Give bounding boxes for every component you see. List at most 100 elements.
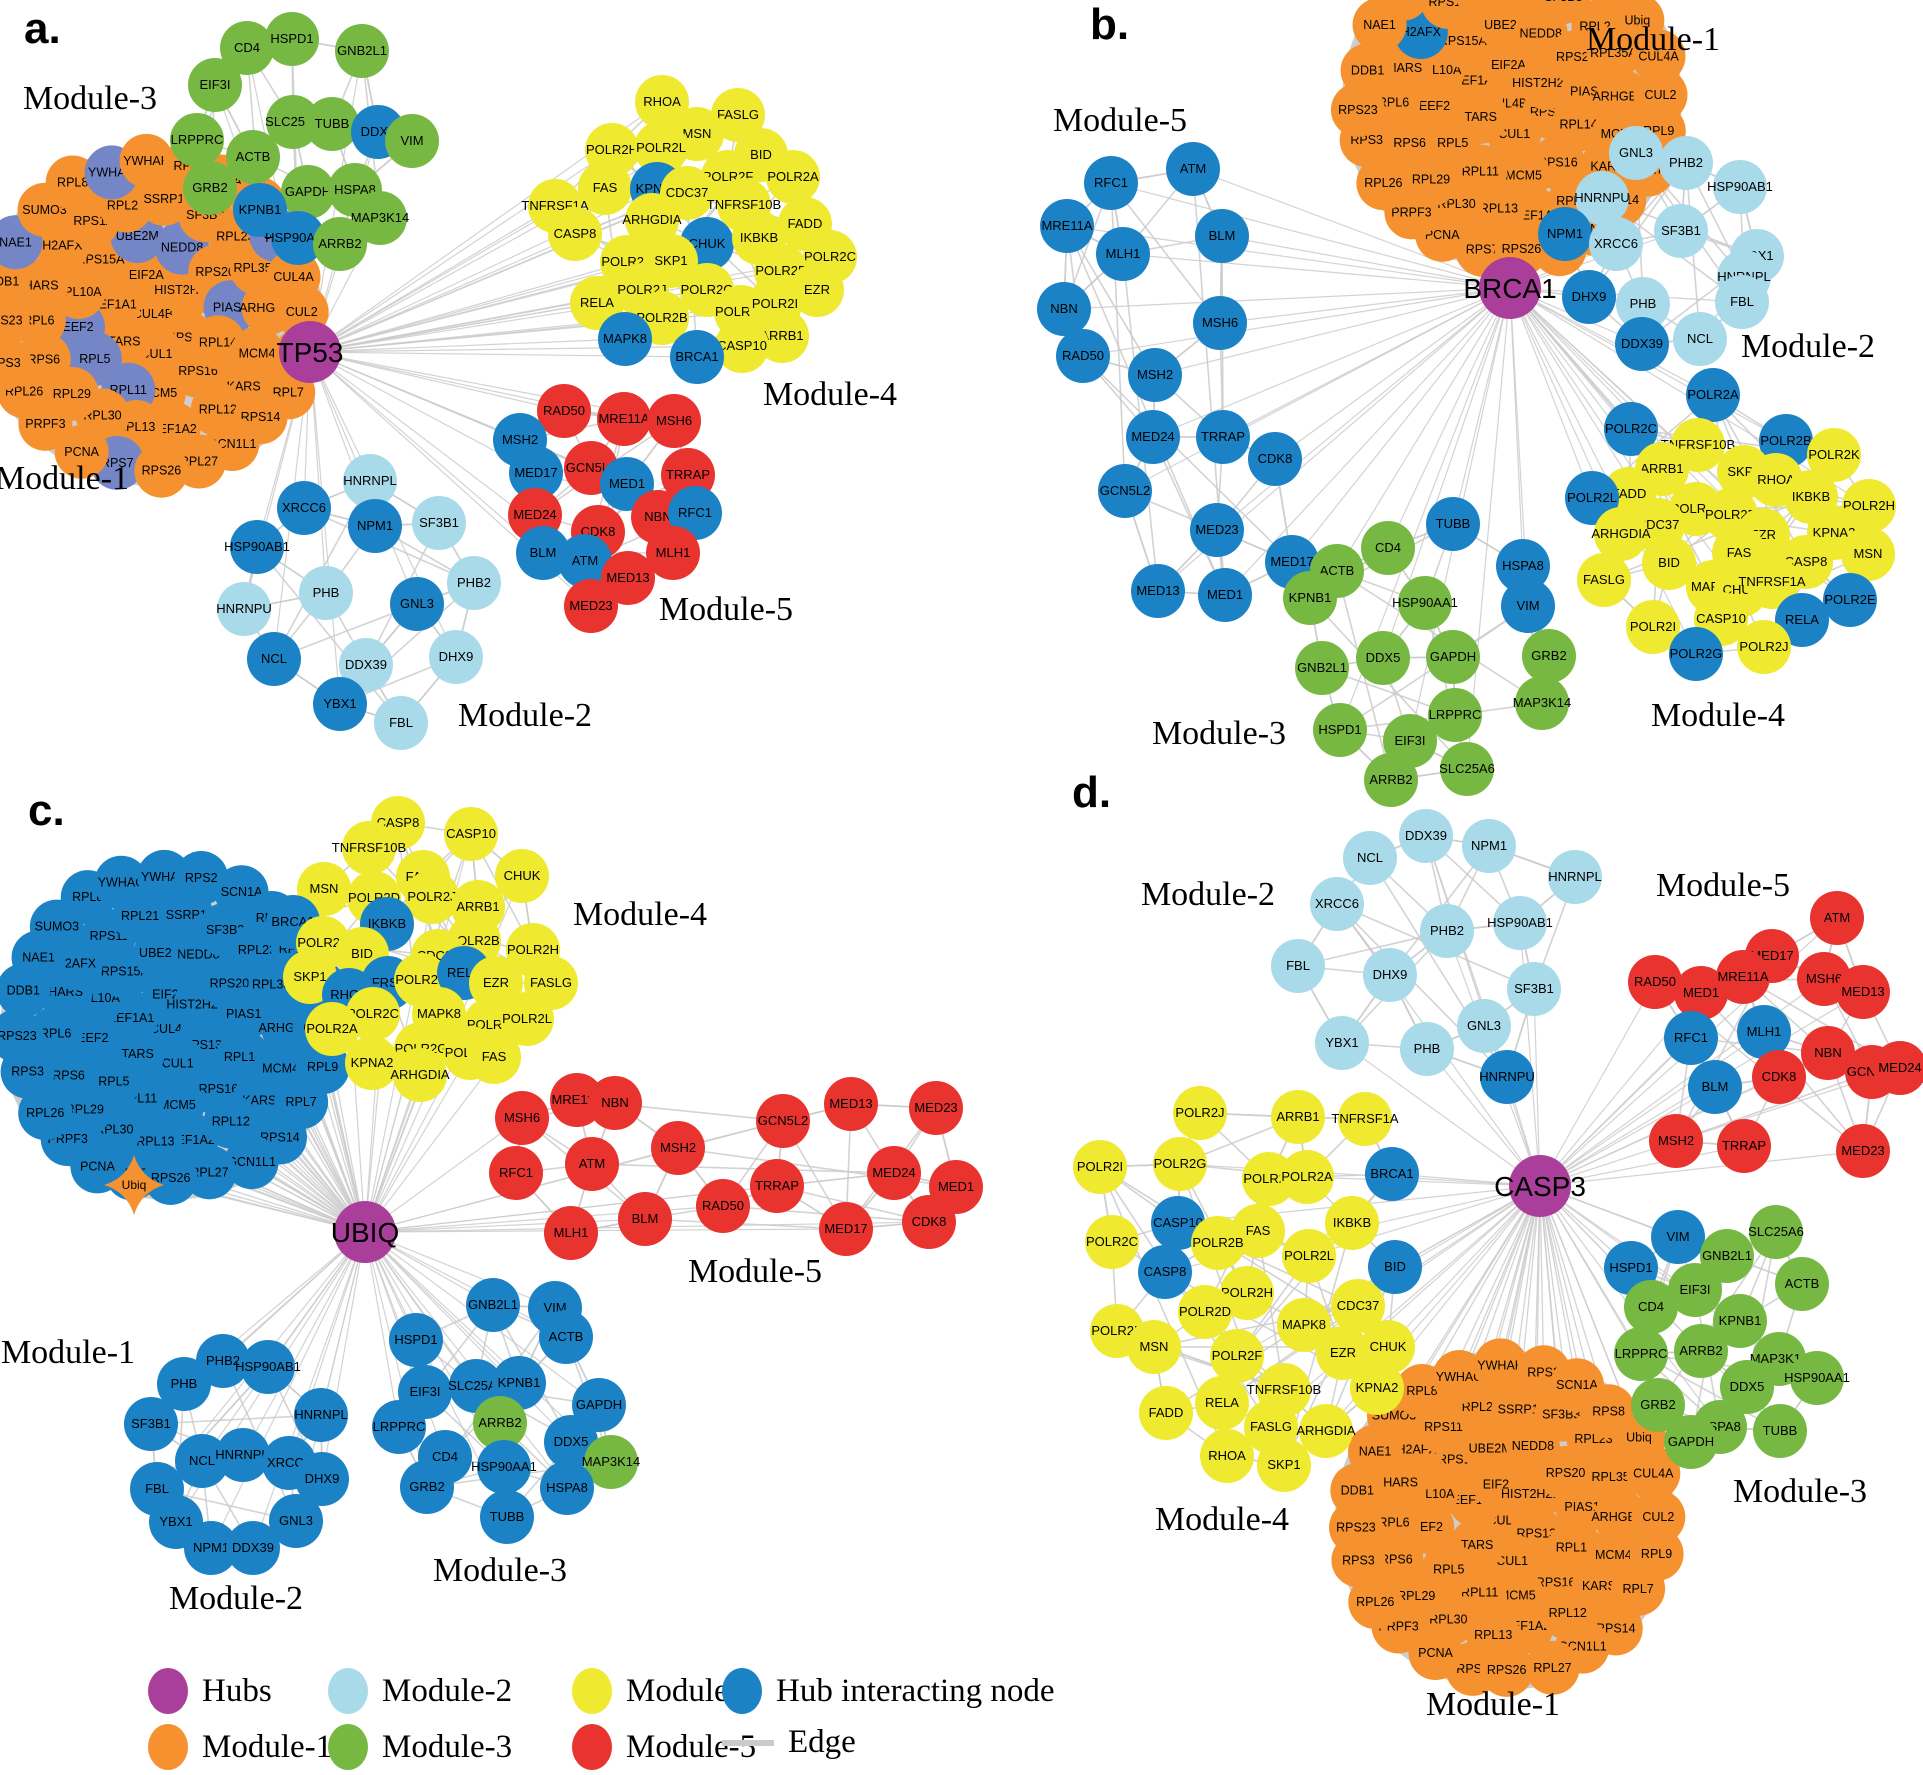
node-SF3B1[interactable] xyxy=(1507,962,1561,1016)
node-POLR2J[interactable] xyxy=(1173,1086,1227,1140)
node-KPNA2[interactable] xyxy=(1350,1361,1404,1415)
node-MSN[interactable] xyxy=(1841,527,1895,581)
node-MED23[interactable] xyxy=(1190,503,1244,557)
node-SKP1[interactable] xyxy=(1257,1438,1311,1492)
node-DDX5[interactable] xyxy=(544,1415,598,1469)
node-RPL26[interactable] xyxy=(1356,156,1411,211)
hub-CASP3[interactable] xyxy=(1509,1155,1571,1217)
node-EIF3I[interactable] xyxy=(188,58,242,112)
node-GNL3[interactable] xyxy=(269,1494,323,1548)
node-FAS[interactable] xyxy=(467,1030,521,1084)
node-FAS[interactable] xyxy=(578,161,632,215)
node-FBL[interactable] xyxy=(1271,939,1325,993)
node-CDK8[interactable] xyxy=(1248,432,1302,486)
node-RPL21[interactable] xyxy=(1455,0,1509,20)
node-HNRNPL[interactable] xyxy=(343,454,397,508)
node-NCL[interactable] xyxy=(175,1434,229,1488)
node-KPNB1[interactable] xyxy=(492,1356,546,1410)
node-LRPPRC[interactable] xyxy=(1614,1327,1668,1381)
node-RPS6[interactable] xyxy=(1382,115,1437,170)
node-POLR2C[interactable] xyxy=(346,987,400,1041)
node-CD4[interactable] xyxy=(220,21,274,75)
node-HSP90AA1[interactable] xyxy=(271,211,325,265)
node-POLR2G[interactable] xyxy=(1669,627,1723,681)
hub-BRCA1[interactable] xyxy=(1479,257,1541,319)
node-MED23[interactable] xyxy=(1836,1124,1890,1178)
node-FADD[interactable] xyxy=(1139,1386,1193,1440)
node-GRB2[interactable] xyxy=(1631,1378,1685,1432)
node-ARRB2[interactable] xyxy=(473,1396,527,1450)
node-MRE11A[interactable] xyxy=(597,392,651,446)
node-SF3B1[interactable] xyxy=(412,496,466,550)
node-SLC25A6[interactable] xyxy=(1749,1205,1803,1259)
node-POLR2E[interactable] xyxy=(1823,573,1877,627)
node-MED1[interactable] xyxy=(1198,568,1252,622)
node-MSH6[interactable] xyxy=(647,394,701,448)
node-BID[interactable] xyxy=(1642,536,1696,590)
node-DDX5[interactable] xyxy=(1720,1360,1774,1414)
node-PHB[interactable] xyxy=(157,1357,211,1411)
node-POLR2J[interactable] xyxy=(405,870,459,924)
node-MSH2[interactable] xyxy=(1128,348,1182,402)
node-FASLG[interactable] xyxy=(711,88,765,142)
node-ATM[interactable] xyxy=(565,1137,619,1191)
node-MED23[interactable] xyxy=(564,579,618,633)
node-MED24[interactable] xyxy=(867,1146,921,1200)
node-RFC1[interactable] xyxy=(1664,1011,1718,1065)
node-YBX1[interactable] xyxy=(313,677,367,731)
node-DHX9[interactable] xyxy=(1562,270,1616,324)
node-MED17[interactable] xyxy=(819,1202,873,1256)
node-MED13[interactable] xyxy=(824,1077,878,1131)
node-LRPPRC[interactable] xyxy=(1428,688,1482,742)
node-SUMO3[interactable] xyxy=(1376,0,1430,21)
node-DHX9[interactable] xyxy=(295,1452,349,1506)
node-DDX39[interactable] xyxy=(1615,317,1669,371)
node-YBX1[interactable] xyxy=(1315,1016,1369,1070)
node-DDX39[interactable] xyxy=(226,1521,280,1575)
node-HSP90AB1[interactable] xyxy=(241,1340,295,1394)
node-MAPK8[interactable] xyxy=(1277,1298,1331,1352)
node-DDX39[interactable] xyxy=(339,638,393,692)
node-HSPA8[interactable] xyxy=(540,1461,594,1515)
node-YWHAH[interactable] xyxy=(119,133,174,188)
node-PHB2[interactable] xyxy=(1659,136,1713,190)
node-ARHGDIA[interactable] xyxy=(625,193,679,247)
node-CDC37[interactable] xyxy=(1331,1279,1385,1333)
node-BRCA1[interactable] xyxy=(1365,1147,1419,1201)
node-MED1[interactable] xyxy=(1674,966,1728,1020)
node-POLR2H[interactable] xyxy=(1220,1266,1274,1320)
node-VIM[interactable] xyxy=(1651,1210,1705,1264)
node-GNB2L1[interactable] xyxy=(335,24,389,78)
node-POLR2A[interactable] xyxy=(305,1002,359,1056)
node-POLR2K[interactable] xyxy=(1807,428,1861,482)
node-Ubiq-star[interactable] xyxy=(104,1155,164,1215)
node-CD4[interactable] xyxy=(1624,1280,1678,1334)
node-MSH6[interactable] xyxy=(1193,296,1247,350)
node-POLR2L[interactable] xyxy=(500,992,554,1046)
node-GCN1L1[interactable] xyxy=(224,1135,279,1190)
node-TUBB[interactable] xyxy=(1753,1404,1807,1458)
node-HSP90AB1[interactable] xyxy=(1493,896,1547,950)
node-MED13[interactable] xyxy=(1131,564,1185,618)
node-HSPD1[interactable] xyxy=(265,12,319,66)
node-POLR2L[interactable] xyxy=(634,121,688,175)
node-GAPDH[interactable] xyxy=(281,165,335,219)
node-TUBB[interactable] xyxy=(1426,497,1480,551)
node-CUL4A[interactable] xyxy=(1626,1446,1681,1501)
node-XRCC6[interactable] xyxy=(1310,877,1364,931)
node-EZR[interactable] xyxy=(469,956,523,1010)
node-NPM1[interactable] xyxy=(348,499,402,553)
node-SF3B1[interactable] xyxy=(124,1397,178,1451)
node-MSH2[interactable] xyxy=(1649,1114,1703,1168)
node-RPL27[interactable] xyxy=(1525,1640,1580,1695)
node-NCL[interactable] xyxy=(1673,312,1727,366)
node-YWHAH[interactable] xyxy=(1473,1338,1528,1393)
node-MED24[interactable] xyxy=(1873,1041,1923,1095)
node-TNFRSF10B[interactable] xyxy=(342,821,396,875)
node-EZR[interactable] xyxy=(1316,1326,1370,1380)
node-IKBKB[interactable] xyxy=(1325,1196,1379,1250)
node-GAPDH[interactable] xyxy=(572,1378,626,1432)
node-ARHGDIA[interactable] xyxy=(1299,1404,1353,1458)
node-KPNB1[interactable] xyxy=(1283,571,1337,625)
node-PHB2[interactable] xyxy=(1420,904,1474,958)
